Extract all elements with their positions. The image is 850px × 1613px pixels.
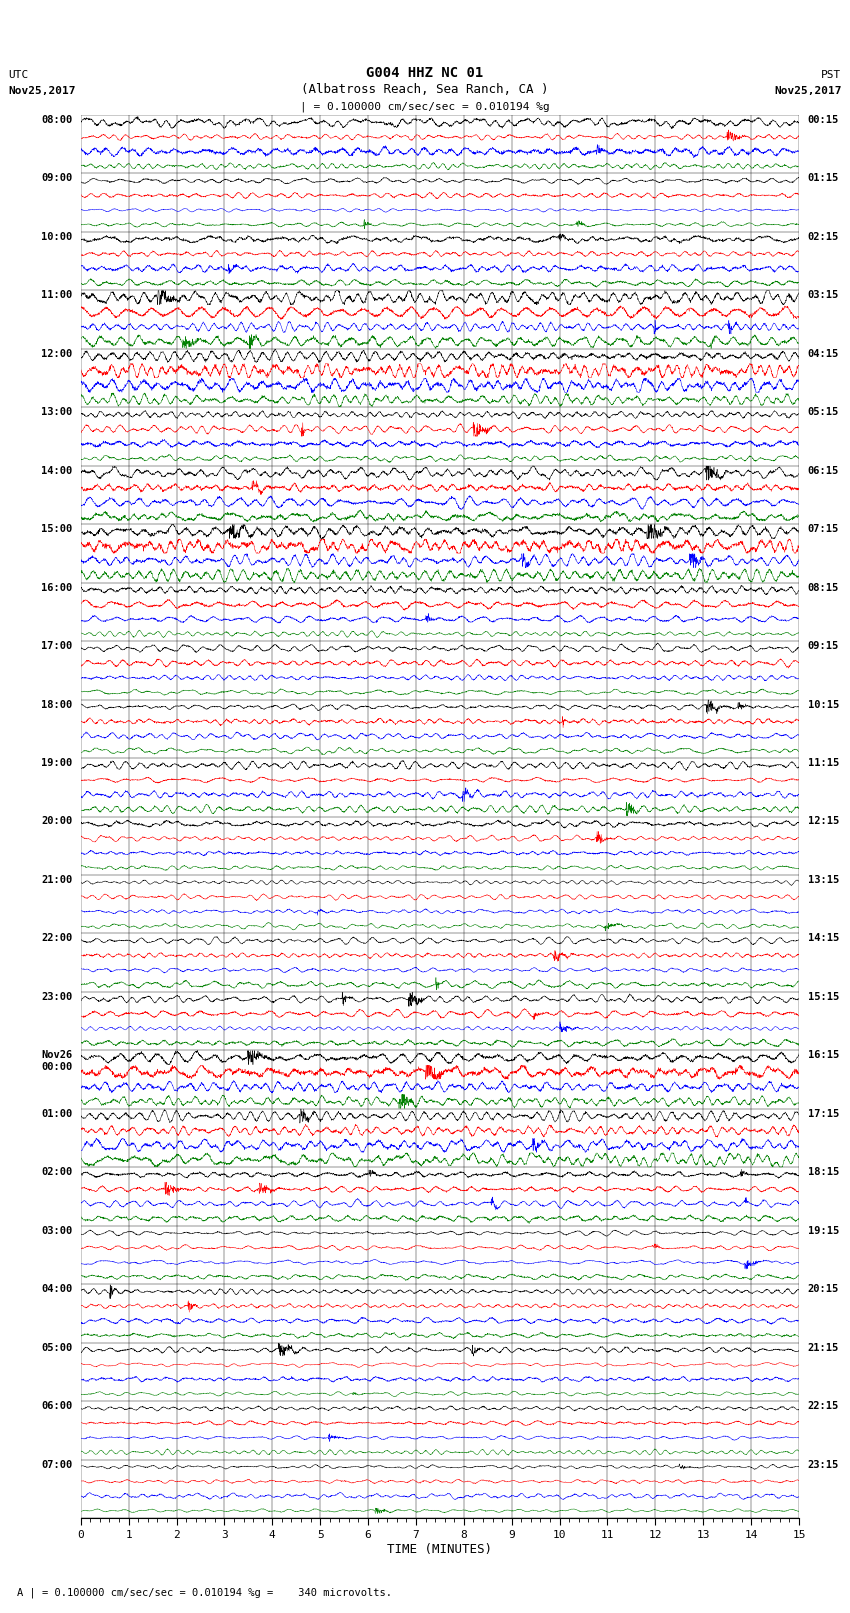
Text: Nov25,2017: Nov25,2017 [774,85,842,95]
Text: Nov25,2017: Nov25,2017 [8,85,76,95]
Text: 19:15: 19:15 [808,1226,839,1236]
Text: 11:00: 11:00 [41,290,72,300]
Text: 02:00: 02:00 [41,1168,72,1177]
Text: 20:00: 20:00 [41,816,72,826]
Text: 15:15: 15:15 [808,992,839,1002]
Text: A | = 0.100000 cm/sec/sec = 0.010194 %g =    340 microvolts.: A | = 0.100000 cm/sec/sec = 0.010194 %g … [17,1587,392,1598]
Text: 14:15: 14:15 [808,934,839,944]
Text: 08:00: 08:00 [41,115,72,124]
Text: 08:15: 08:15 [808,582,839,592]
Text: 12:00: 12:00 [41,348,72,358]
Text: 03:00: 03:00 [41,1226,72,1236]
Text: 04:15: 04:15 [808,348,839,358]
Text: 11:15: 11:15 [808,758,839,768]
Text: 22:00: 22:00 [41,934,72,944]
Text: 09:15: 09:15 [808,640,839,652]
Text: 17:00: 17:00 [41,640,72,652]
Text: 23:00: 23:00 [41,992,72,1002]
Text: 06:15: 06:15 [808,466,839,476]
Text: 07:15: 07:15 [808,524,839,534]
Text: 12:15: 12:15 [808,816,839,826]
Text: 05:00: 05:00 [41,1342,72,1353]
Text: 14:00: 14:00 [41,466,72,476]
Text: 15:00: 15:00 [41,524,72,534]
Text: 10:15: 10:15 [808,700,839,710]
Text: 20:15: 20:15 [808,1284,839,1294]
Text: 02:15: 02:15 [808,232,839,242]
Text: 18:15: 18:15 [808,1168,839,1177]
Text: 13:15: 13:15 [808,874,839,886]
Text: UTC: UTC [8,69,29,79]
Text: 13:00: 13:00 [41,408,72,418]
Text: Nov26
00:00: Nov26 00:00 [41,1050,72,1073]
Text: | = 0.100000 cm/sec/sec = 0.010194 %g: | = 0.100000 cm/sec/sec = 0.010194 %g [300,102,550,111]
Text: 19:00: 19:00 [41,758,72,768]
Text: 17:15: 17:15 [808,1108,839,1119]
Text: 00:15: 00:15 [808,115,839,124]
Text: PST: PST [821,69,842,79]
Text: 09:00: 09:00 [41,174,72,184]
Text: 21:00: 21:00 [41,874,72,886]
Text: 23:15: 23:15 [808,1460,839,1469]
X-axis label: TIME (MINUTES): TIME (MINUTES) [388,1542,492,1555]
Text: 10:00: 10:00 [41,232,72,242]
Text: 06:00: 06:00 [41,1402,72,1411]
Text: 07:00: 07:00 [41,1460,72,1469]
Text: 16:15: 16:15 [808,1050,839,1060]
Text: 03:15: 03:15 [808,290,839,300]
Text: 21:15: 21:15 [808,1342,839,1353]
Text: 05:15: 05:15 [808,408,839,418]
Text: 01:00: 01:00 [41,1108,72,1119]
Text: (Albatross Reach, Sea Ranch, CA ): (Albatross Reach, Sea Ranch, CA ) [301,82,549,95]
Text: 16:00: 16:00 [41,582,72,592]
Text: 18:00: 18:00 [41,700,72,710]
Text: G004 HHZ NC 01: G004 HHZ NC 01 [366,66,484,79]
Text: 01:15: 01:15 [808,174,839,184]
Text: 22:15: 22:15 [808,1402,839,1411]
Text: 04:00: 04:00 [41,1284,72,1294]
